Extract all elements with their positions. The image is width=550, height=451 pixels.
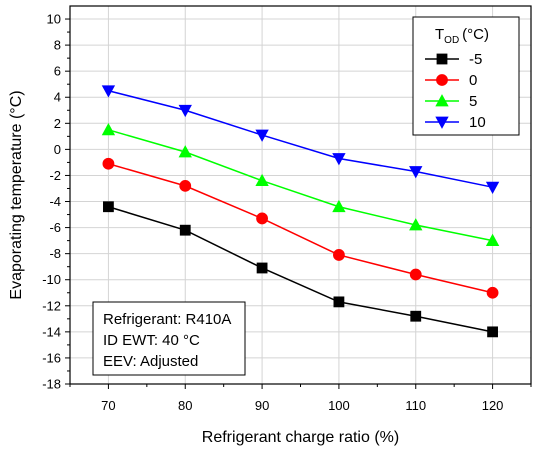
y-axis-title: Evaporating temperature (°C) bbox=[8, 90, 25, 299]
x-axis-title: Refrigerant charge ratio (%) bbox=[202, 429, 399, 446]
series-layer bbox=[101, 85, 500, 338]
data-point bbox=[332, 153, 346, 166]
x-tick-label: 70 bbox=[101, 398, 115, 413]
data-point bbox=[179, 179, 192, 192]
legend-item: 10 bbox=[425, 114, 486, 131]
data-point bbox=[102, 157, 115, 170]
data-point bbox=[178, 104, 192, 118]
y-tick-label: -12 bbox=[42, 298, 61, 313]
series-0 bbox=[103, 201, 498, 338]
data-point bbox=[409, 166, 423, 179]
annotation-line-2: ID EWT: 40 °C bbox=[103, 332, 200, 349]
data-point bbox=[485, 233, 500, 247]
annotation-line-1: Refrigerant: R410A bbox=[103, 311, 231, 328]
legend-label: 5 bbox=[469, 93, 477, 110]
data-point bbox=[255, 173, 269, 187]
legend-item: 0 bbox=[425, 72, 477, 89]
x-tick-label: 100 bbox=[328, 398, 350, 413]
legend-title: TOD (°C) bbox=[435, 26, 489, 46]
legend-marker bbox=[435, 94, 449, 107]
y-tick-label: -2 bbox=[49, 168, 61, 183]
data-point bbox=[410, 310, 422, 322]
legend-marker bbox=[436, 53, 448, 65]
data-point bbox=[333, 296, 345, 308]
data-point bbox=[332, 199, 346, 213]
legend-box bbox=[412, 16, 520, 136]
legend-items: -5 0 5 10 bbox=[425, 51, 486, 131]
y-tick-label: -14 bbox=[42, 324, 61, 339]
y-tick-label: 6 bbox=[54, 64, 61, 79]
data-point bbox=[178, 145, 192, 158]
data-point bbox=[179, 224, 191, 236]
data-point bbox=[101, 85, 116, 98]
legend-label: -5 bbox=[469, 51, 482, 68]
y-tick-label: 0 bbox=[54, 142, 61, 157]
legend-label: 0 bbox=[469, 72, 477, 89]
x-tick-label: 110 bbox=[405, 398, 426, 413]
series-line bbox=[108, 162, 493, 294]
y-tick-label: 2 bbox=[54, 116, 61, 131]
y-tick-label: -10 bbox=[42, 272, 61, 287]
annotation-box: Refrigerant: R410A ID EWT: 40 °C EEV: Ad… bbox=[92, 301, 246, 376]
x-tick-label: 80 bbox=[178, 398, 192, 413]
y-tick-label: 8 bbox=[54, 38, 61, 53]
legend-marker bbox=[435, 116, 449, 129]
x-tick-label: 120 bbox=[482, 398, 504, 413]
data-point bbox=[256, 212, 268, 225]
y-tick-label: -16 bbox=[42, 350, 61, 365]
data-point bbox=[485, 181, 500, 195]
data-point bbox=[486, 286, 499, 299]
legend-item: 5 bbox=[425, 93, 477, 110]
series-1 bbox=[102, 157, 499, 299]
y-tick-label: 4 bbox=[54, 90, 61, 105]
y-tick-label: -8 bbox=[49, 246, 61, 261]
legend-title-main: T bbox=[435, 26, 444, 43]
legend-item: -5 bbox=[425, 51, 482, 68]
annotation-frame bbox=[92, 301, 246, 376]
legend-label: 10 bbox=[469, 114, 486, 131]
series-line bbox=[108, 206, 493, 333]
series-3 bbox=[101, 85, 500, 195]
y-tick-label: 10 bbox=[47, 12, 61, 27]
data-point bbox=[256, 262, 268, 274]
series-2 bbox=[101, 122, 500, 247]
data-point bbox=[409, 268, 422, 281]
legend-title-sub: OD bbox=[444, 35, 459, 46]
legend-marker bbox=[436, 74, 448, 86]
y-tick-label: -18 bbox=[42, 377, 61, 392]
y-tick-label: -6 bbox=[49, 220, 61, 235]
data-point bbox=[101, 122, 116, 136]
series-line bbox=[108, 129, 493, 242]
data-point bbox=[409, 218, 423, 231]
legend: TOD (°C) -5 0 5 10 bbox=[412, 16, 520, 136]
data-point bbox=[255, 129, 269, 142]
legend-title-unit: (°C) bbox=[462, 26, 489, 43]
data-point bbox=[487, 326, 498, 338]
data-point bbox=[333, 249, 345, 261]
annotation-line-3: EEV: Adjusted bbox=[103, 353, 198, 370]
data-point bbox=[103, 201, 114, 213]
series-line bbox=[108, 89, 493, 188]
y-tick-label: -4 bbox=[49, 194, 61, 209]
x-tick-label: 90 bbox=[255, 398, 269, 413]
